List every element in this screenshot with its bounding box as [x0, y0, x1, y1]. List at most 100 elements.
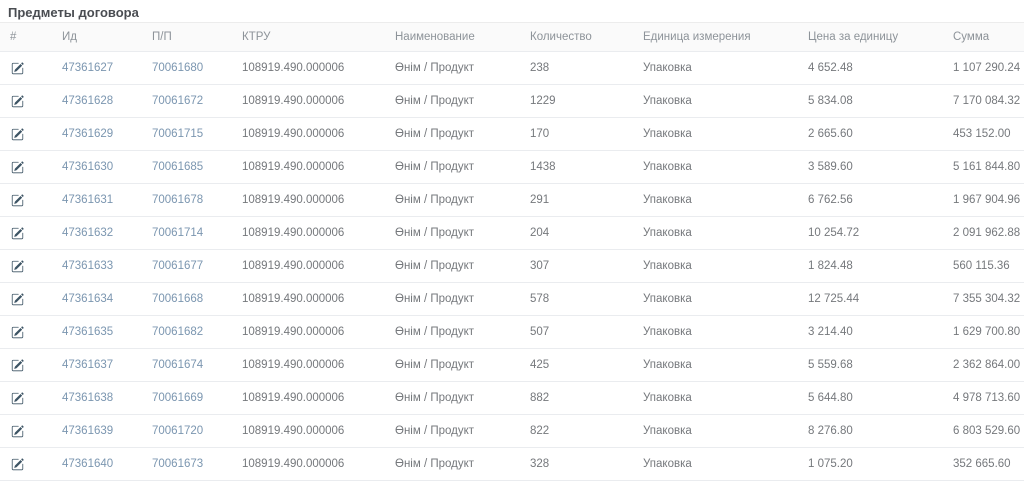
- name-cell: Өнім / Продукт: [385, 117, 520, 151]
- id-link[interactable]: 47361639: [62, 425, 114, 437]
- edit-button[interactable]: [10, 358, 25, 373]
- unit-price-cell: 5 644.80: [798, 381, 943, 415]
- id-link[interactable]: 47361628: [62, 95, 114, 107]
- unit-cell: Упаковка: [633, 414, 798, 448]
- sum-cell: 6 803 529.60: [943, 414, 1024, 448]
- name-cell: Өнім / Продукт: [385, 84, 520, 118]
- unit-price-cell: 1 824.48: [798, 249, 943, 283]
- edit-cell: [0, 315, 52, 349]
- edit-pencil-square-icon: [11, 424, 24, 438]
- edit-cell: [0, 51, 52, 85]
- pp-link[interactable]: 70061672: [152, 95, 204, 107]
- table-header: # Ид П/П КТРУ Наименование Количество Ед…: [0, 22, 1024, 52]
- ktru-cell: 108919.490.000006: [232, 51, 385, 85]
- id-link[interactable]: 47361637: [62, 359, 114, 371]
- table-row: 47361635 70061682 108919.490.000006 Өнім…: [0, 315, 1024, 349]
- id-cell: 47361635: [52, 315, 142, 349]
- pp-link[interactable]: 70061714: [152, 227, 204, 239]
- edit-button[interactable]: [10, 391, 25, 406]
- edit-pencil-square-icon: [11, 292, 24, 306]
- pp-link[interactable]: 70061677: [152, 260, 204, 272]
- pp-link[interactable]: 70061669: [152, 392, 204, 404]
- edit-pencil-square-icon: [11, 127, 24, 141]
- pp-cell: 70061714: [142, 216, 232, 250]
- unit-cell: Упаковка: [633, 84, 798, 118]
- edit-button[interactable]: [10, 325, 25, 340]
- edit-button[interactable]: [10, 226, 25, 241]
- id-link[interactable]: 47361633: [62, 260, 114, 272]
- quantity-cell: 291: [520, 183, 633, 217]
- pp-link[interactable]: 70061673: [152, 458, 204, 470]
- edit-button[interactable]: [10, 61, 25, 76]
- unit-price-cell: 6 762.56: [798, 183, 943, 217]
- pp-link[interactable]: 70061680: [152, 62, 204, 74]
- edit-cell: [0, 216, 52, 250]
- id-link[interactable]: 47361630: [62, 161, 114, 173]
- id-link[interactable]: 47361634: [62, 293, 114, 305]
- column-header-name: Наименование: [385, 22, 520, 52]
- ktru-cell: 108919.490.000006: [232, 117, 385, 151]
- ktru-cell: 108919.490.000006: [232, 447, 385, 481]
- pp-link[interactable]: 70061715: [152, 128, 204, 140]
- id-cell: 47361637: [52, 348, 142, 382]
- pp-link[interactable]: 70061678: [152, 194, 204, 206]
- name-cell: Өнім / Продукт: [385, 282, 520, 316]
- sum-cell: 1 107 290.24: [943, 51, 1024, 85]
- id-cell: 47361638: [52, 381, 142, 415]
- edit-button[interactable]: [10, 127, 25, 142]
- column-header-quantity: Количество: [520, 22, 633, 52]
- unit-cell: Упаковка: [633, 249, 798, 283]
- pp-link[interactable]: 70061682: [152, 326, 204, 338]
- pp-link[interactable]: 70061668: [152, 293, 204, 305]
- unit-price-cell: 2 665.60: [798, 117, 943, 151]
- edit-button[interactable]: [10, 424, 25, 439]
- pp-cell: 70061715: [142, 117, 232, 151]
- name-cell: Өнім / Продукт: [385, 249, 520, 283]
- edit-button[interactable]: [10, 259, 25, 274]
- name-cell: Өнім / Продукт: [385, 150, 520, 184]
- edit-button[interactable]: [10, 160, 25, 175]
- id-link[interactable]: 47361638: [62, 392, 114, 404]
- id-link[interactable]: 47361631: [62, 194, 114, 206]
- table-row: 47361632 70061714 108919.490.000006 Өнім…: [0, 216, 1024, 250]
- id-link[interactable]: 47361635: [62, 326, 114, 338]
- unit-cell: Упаковка: [633, 348, 798, 382]
- pp-link[interactable]: 70061720: [152, 425, 204, 437]
- sum-cell: 1 967 904.96: [943, 183, 1024, 217]
- pp-link[interactable]: 70061685: [152, 161, 204, 173]
- edit-button[interactable]: [10, 94, 25, 109]
- id-link[interactable]: 47361627: [62, 62, 114, 74]
- unit-price-cell: 5 834.08: [798, 84, 943, 118]
- id-link[interactable]: 47361640: [62, 458, 114, 470]
- table-row: 47361628 70061672 108919.490.000006 Өнім…: [0, 84, 1024, 118]
- name-cell: Өнім / Продукт: [385, 315, 520, 349]
- edit-pencil-square-icon: [11, 391, 24, 405]
- unit-cell: Упаковка: [633, 150, 798, 184]
- sum-cell: 352 665.60: [943, 447, 1024, 481]
- ktru-cell: 108919.490.000006: [232, 348, 385, 382]
- quantity-cell: 425: [520, 348, 633, 382]
- id-cell: 47361634: [52, 282, 142, 316]
- quantity-cell: 882: [520, 381, 633, 415]
- ktru-cell: 108919.490.000006: [232, 315, 385, 349]
- edit-button[interactable]: [10, 193, 25, 208]
- name-cell: Өнім / Продукт: [385, 348, 520, 382]
- table-row: 47361627 70061680 108919.490.000006 Өнім…: [0, 51, 1024, 85]
- column-header-pp: П/П: [142, 22, 232, 52]
- unit-price-cell: 10 254.72: [798, 216, 943, 250]
- id-link[interactable]: 47361629: [62, 128, 114, 140]
- column-header-unit: Единица измерения: [633, 22, 798, 52]
- name-cell: Өнім / Продукт: [385, 51, 520, 85]
- pp-link[interactable]: 70061674: [152, 359, 204, 371]
- id-link[interactable]: 47361632: [62, 227, 114, 239]
- table-row: 47361633 70061677 108919.490.000006 Өнім…: [0, 249, 1024, 283]
- unit-cell: Упаковка: [633, 315, 798, 349]
- column-header-ktru: КТРУ: [232, 22, 385, 52]
- pp-cell: 70061672: [142, 84, 232, 118]
- edit-cell: [0, 84, 52, 118]
- edit-button[interactable]: [10, 457, 25, 472]
- edit-button[interactable]: [10, 292, 25, 307]
- sum-cell: 5 161 844.80: [943, 150, 1024, 184]
- id-cell: 47361632: [52, 216, 142, 250]
- id-cell: 47361639: [52, 414, 142, 448]
